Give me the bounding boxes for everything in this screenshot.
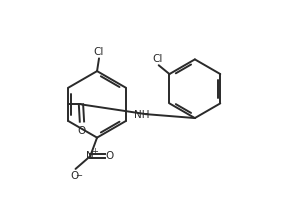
Text: NH: NH bbox=[134, 110, 149, 120]
Text: O: O bbox=[78, 126, 86, 137]
Text: +: + bbox=[91, 147, 98, 156]
Text: Cl: Cl bbox=[153, 54, 163, 64]
Text: −: − bbox=[75, 171, 83, 180]
Text: N: N bbox=[86, 151, 94, 161]
Text: O: O bbox=[106, 151, 114, 161]
Text: O: O bbox=[71, 171, 79, 181]
Text: Cl: Cl bbox=[94, 47, 104, 57]
